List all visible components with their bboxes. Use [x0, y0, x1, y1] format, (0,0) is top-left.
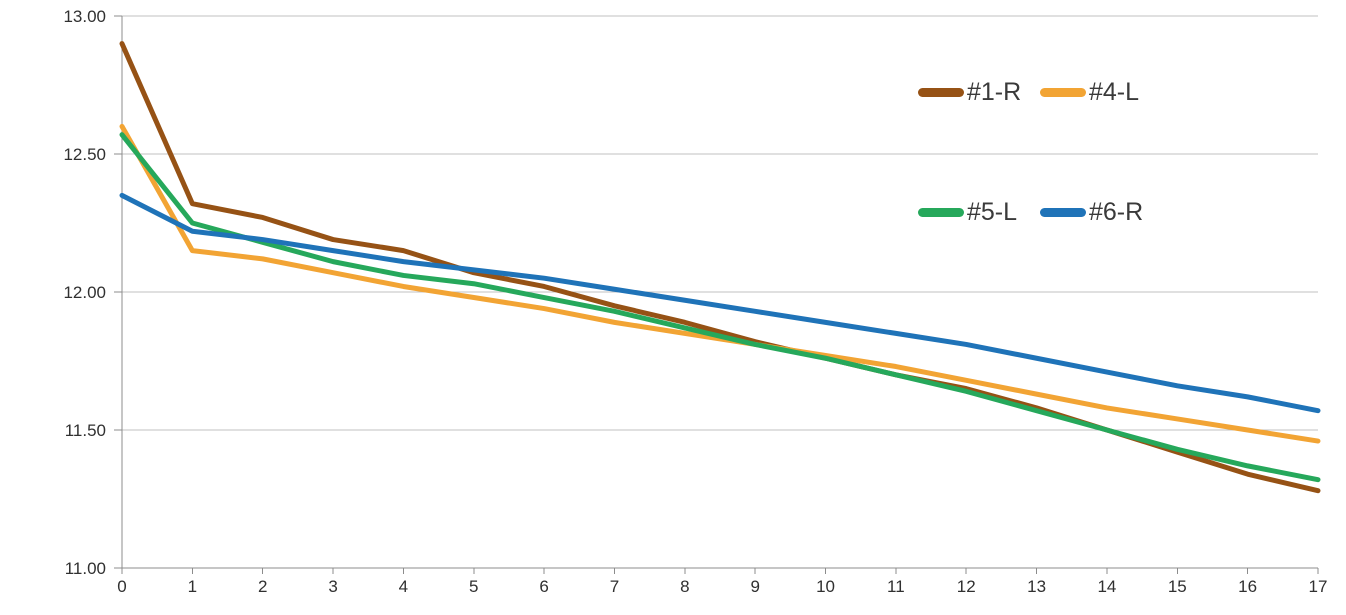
series-line-5-L[interactable] [119, 132, 1321, 483]
x-tick-label: 14 [1097, 577, 1116, 596]
x-tick-label: 0 [117, 577, 126, 596]
x-tick-label: 10 [816, 577, 835, 596]
y-tick-label: 13.00 [63, 7, 106, 26]
y-tick-label: 11.00 [65, 559, 106, 578]
x-tick-label: 11 [887, 577, 905, 596]
series-line-6-R[interactable] [119, 192, 1321, 414]
y-tick-label: 12.50 [63, 145, 106, 164]
x-tick-label: 9 [750, 577, 759, 596]
x-tick-label: 6 [539, 577, 548, 596]
x-tick-label: 1 [188, 577, 197, 596]
x-tick-label: 12 [957, 577, 976, 596]
x-tick-label: 15 [1168, 577, 1187, 596]
x-tick-label: 17 [1309, 577, 1328, 596]
x-tick-label: 3 [328, 577, 337, 596]
x-tick-label: 16 [1238, 577, 1257, 596]
x-tick-label: 8 [680, 577, 689, 596]
y-tick-label: 11.50 [65, 421, 106, 440]
x-tick-label: 13 [1027, 577, 1046, 596]
x-tick-label: 2 [258, 577, 267, 596]
x-tick-label: 5 [469, 577, 478, 596]
x-tick-label: 4 [399, 577, 408, 596]
series-line-4-L[interactable] [119, 123, 1321, 444]
x-tick-label: 7 [610, 577, 619, 596]
y-tick-label: 12.00 [63, 283, 106, 302]
